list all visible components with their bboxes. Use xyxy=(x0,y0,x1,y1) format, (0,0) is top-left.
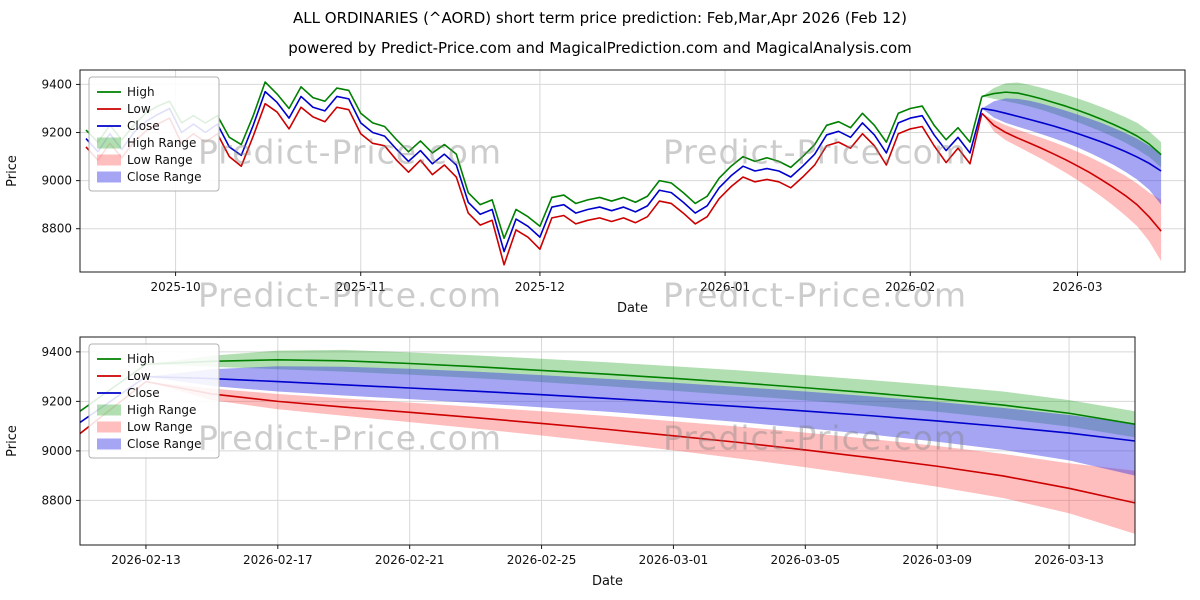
legend-label: Low Range xyxy=(127,153,192,167)
price-prediction-chart: 8800 9000 9200 9400 2026-02-13 2026-02-17 2026… xyxy=(5,336,1136,589)
y-tick-label: 9000 xyxy=(41,174,72,188)
legend-label: Close Range xyxy=(127,170,202,184)
legend-box xyxy=(88,343,220,459)
legend-swatch-low-range xyxy=(97,421,121,433)
y-tick-label: 9200 xyxy=(41,394,72,408)
x-tick-label: 2026-03-13 xyxy=(1034,553,1104,567)
x-tick-label: 2026-03 xyxy=(1052,280,1102,294)
band-close-range xyxy=(981,98,1162,205)
legend-swatch-high-range xyxy=(97,404,121,416)
legend-swatch-high-range xyxy=(97,137,121,149)
band-low-range xyxy=(145,381,1135,534)
y-tick-label: 9000 xyxy=(41,444,72,458)
x-axis-label: Date xyxy=(592,574,623,589)
band-close-range xyxy=(145,366,1135,476)
plot-border xyxy=(79,69,1186,273)
legend-swatch-close-range xyxy=(97,171,121,183)
band-low-range xyxy=(981,113,1162,262)
legend: High Low Close High Range Low Range Close Ran… xyxy=(88,343,220,459)
legend-swatch-close-range xyxy=(97,438,121,450)
x-tick-label: 2026-02-17 xyxy=(243,553,313,567)
legend-label: Low xyxy=(127,369,151,383)
band-high-range xyxy=(981,82,1162,168)
line-high-history xyxy=(85,81,983,240)
y-tick-label: 8800 xyxy=(41,493,72,507)
line-low-prediction xyxy=(981,112,1162,232)
y-tick-label: 9400 xyxy=(41,77,72,91)
legend: High Low Close High Range Low Range Close Ran… xyxy=(88,76,220,192)
line-close-prediction xyxy=(145,375,1135,442)
x-tick-label: 2026-03-05 xyxy=(770,553,840,567)
x-tick-label: 2026-02 xyxy=(885,280,935,294)
legend-label: High Range xyxy=(127,403,196,417)
legend-swatch-low-range xyxy=(97,154,121,166)
legend-label: Close xyxy=(127,119,160,133)
x-axis-label: Date xyxy=(617,301,648,316)
y-tick-label: 8800 xyxy=(41,222,72,236)
line-close-prediction xyxy=(981,107,1162,172)
legend-label: Close xyxy=(127,386,160,400)
line-high-prediction xyxy=(145,358,1135,425)
x-tick-label: 2026-02-21 xyxy=(375,553,445,567)
line-low-history xyxy=(85,102,983,266)
plot-area xyxy=(80,337,1135,545)
x-tick-label: 2025-10 xyxy=(150,280,200,294)
legend-label: High xyxy=(127,85,155,99)
y-axis-label: Price xyxy=(5,425,20,457)
y-tick-label: 9400 xyxy=(41,345,72,359)
x-tick-label: 2026-03-09 xyxy=(902,553,972,567)
x-tick-label: 2026-03-01 xyxy=(639,553,709,567)
line-close-history xyxy=(85,90,983,253)
line-high-prediction xyxy=(981,91,1162,156)
legend-label: Low xyxy=(127,102,151,116)
legend-box xyxy=(88,76,220,192)
line-low-prediction xyxy=(145,380,1135,504)
legend-label: Low Range xyxy=(127,420,192,434)
x-tick-label: 2025-11 xyxy=(336,280,386,294)
chart-subtitle: powered by Predict-Price.com and Magical… xyxy=(288,39,912,57)
band-high-range xyxy=(145,349,1135,438)
plot-area xyxy=(80,70,1185,272)
legend-label: High xyxy=(127,352,155,366)
chart-title: ALL ORDINARIES (^AORD) short term price … xyxy=(293,9,907,27)
x-tick-label: 2026-02-13 xyxy=(111,553,181,567)
x-tick-label: 2026-01 xyxy=(700,280,750,294)
price-history-chart: 8800 9000 9200 9400 2025-10 2025-11 2025-12 202… xyxy=(5,69,1186,316)
legend-label: High Range xyxy=(127,136,196,150)
legend-label: Close Range xyxy=(127,437,202,451)
y-tick-label: 9200 xyxy=(41,126,72,140)
y-axis-label: Price xyxy=(5,155,20,187)
x-tick-label: 2026-02-25 xyxy=(507,553,577,567)
plot-border xyxy=(79,336,1136,546)
x-tick-label: 2025-12 xyxy=(515,280,565,294)
